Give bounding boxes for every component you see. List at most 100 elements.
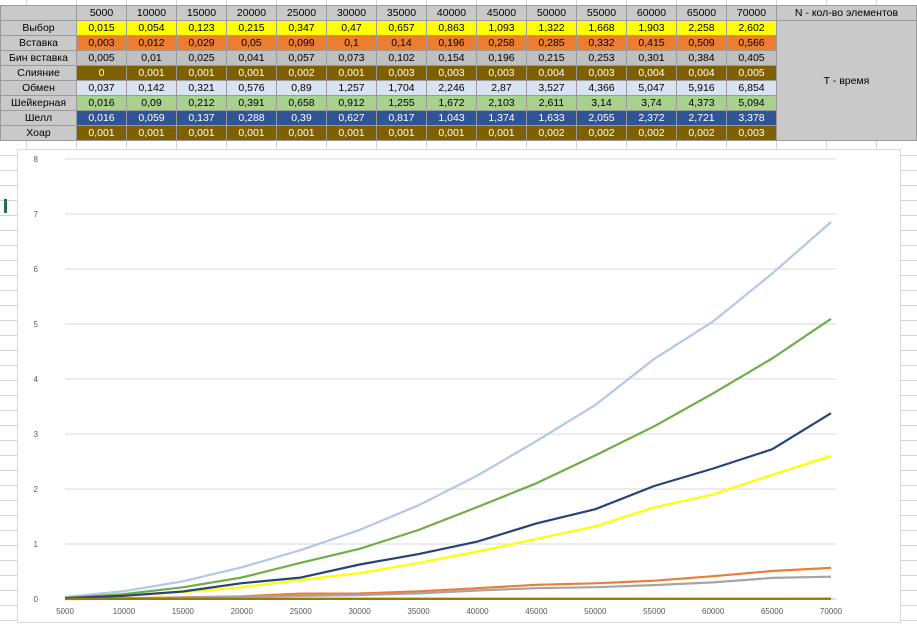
value-cell[interactable]: 0,102 (377, 51, 427, 66)
value-cell[interactable]: 0,025 (177, 51, 227, 66)
value-cell[interactable]: 0,39 (277, 111, 327, 126)
value-cell[interactable]: 5,047 (627, 81, 677, 96)
value-cell[interactable]: 0,002 (527, 126, 577, 141)
value-cell[interactable]: 0,566 (727, 36, 777, 51)
size-header-cell[interactable]: 20000 (227, 6, 277, 21)
value-cell[interactable]: 0,154 (427, 51, 477, 66)
value-cell[interactable]: 1,257 (327, 81, 377, 96)
row-label[interactable]: Слияние (1, 66, 77, 81)
value-cell[interactable]: 0,658 (277, 96, 327, 111)
value-cell[interactable]: 4,373 (677, 96, 727, 111)
value-cell[interactable]: 1,374 (477, 111, 527, 126)
row-label[interactable]: Шелл (1, 111, 77, 126)
value-cell[interactable]: 0,004 (677, 66, 727, 81)
value-cell[interactable]: 0,054 (127, 21, 177, 36)
value-cell[interactable]: 0,627 (327, 111, 377, 126)
row-label[interactable]: Шейкерная (1, 96, 77, 111)
value-cell[interactable]: 0,001 (127, 126, 177, 141)
value-cell[interactable]: 0,212 (177, 96, 227, 111)
size-header-cell[interactable]: 10000 (127, 6, 177, 21)
value-cell[interactable]: 0,001 (177, 126, 227, 141)
size-header-cell[interactable]: 30000 (327, 6, 377, 21)
size-header-cell[interactable]: 40000 (427, 6, 477, 21)
value-cell[interactable]: 0,142 (127, 81, 177, 96)
value-cell[interactable]: 0,002 (577, 126, 627, 141)
value-cell[interactable]: 2,602 (727, 21, 777, 36)
value-cell[interactable]: 0,001 (477, 126, 527, 141)
value-cell[interactable]: 0,012 (127, 36, 177, 51)
value-cell[interactable]: 1,672 (427, 96, 477, 111)
value-cell[interactable]: 0,001 (277, 126, 327, 141)
value-cell[interactable]: 0,384 (677, 51, 727, 66)
value-cell[interactable]: 0,817 (377, 111, 427, 126)
value-cell[interactable]: 0,576 (227, 81, 277, 96)
value-cell[interactable]: 0,073 (327, 51, 377, 66)
size-header-cell[interactable]: 35000 (377, 6, 427, 21)
value-cell[interactable]: 0,405 (727, 51, 777, 66)
size-header-cell[interactable]: 50000 (527, 6, 577, 21)
value-cell[interactable]: 4,366 (577, 81, 627, 96)
value-cell[interactable]: 0,509 (677, 36, 727, 51)
time-label[interactable]: T - время (777, 21, 917, 141)
value-cell[interactable]: 2,87 (477, 81, 527, 96)
value-cell[interactable]: 3,14 (577, 96, 627, 111)
value-cell[interactable]: 0,001 (227, 66, 277, 81)
value-cell[interactable]: 2,372 (627, 111, 677, 126)
value-cell[interactable]: 0,391 (227, 96, 277, 111)
size-header-cell[interactable]: 5000 (77, 6, 127, 21)
value-cell[interactable]: 1,043 (427, 111, 477, 126)
row-label[interactable]: Бин вставка (1, 51, 77, 66)
value-cell[interactable]: 0,89 (277, 81, 327, 96)
value-cell[interactable]: 0,001 (177, 66, 227, 81)
value-cell[interactable]: 3,527 (527, 81, 577, 96)
value-cell[interactable]: 0,016 (77, 111, 127, 126)
value-cell[interactable]: 0,005 (727, 66, 777, 81)
value-cell[interactable]: 0,029 (177, 36, 227, 51)
value-cell[interactable]: 1,093 (477, 21, 527, 36)
value-cell[interactable]: 0,059 (127, 111, 177, 126)
value-cell[interactable]: 0,004 (627, 66, 677, 81)
value-cell[interactable]: 0,332 (577, 36, 627, 51)
value-cell[interactable]: 1,668 (577, 21, 627, 36)
value-cell[interactable]: 3,378 (727, 111, 777, 126)
value-cell[interactable]: 0,002 (677, 126, 727, 141)
size-header-cell[interactable]: 25000 (277, 6, 327, 21)
value-cell[interactable]: 0,016 (77, 96, 127, 111)
row-label[interactable]: Обмен (1, 81, 77, 96)
value-cell[interactable]: 0,253 (577, 51, 627, 66)
value-cell[interactable]: 0,196 (477, 51, 527, 66)
value-cell[interactable]: 2,721 (677, 111, 727, 126)
value-cell[interactable]: 2,258 (677, 21, 727, 36)
n-elements-label[interactable]: N - кол-во элементов (777, 6, 917, 21)
value-cell[interactable]: 0,321 (177, 81, 227, 96)
value-cell[interactable]: 0,037 (77, 81, 127, 96)
value-cell[interactable]: 0,258 (477, 36, 527, 51)
value-cell[interactable]: 1,255 (377, 96, 427, 111)
value-cell[interactable]: 0,001 (327, 126, 377, 141)
value-cell[interactable]: 0,137 (177, 111, 227, 126)
value-cell[interactable]: 2,103 (477, 96, 527, 111)
value-cell[interactable]: 0,002 (627, 126, 677, 141)
value-cell[interactable]: 0,003 (427, 66, 477, 81)
value-cell[interactable]: 0,123 (177, 21, 227, 36)
value-cell[interactable]: 0,47 (327, 21, 377, 36)
row-label[interactable]: Хоар (1, 126, 77, 141)
value-cell[interactable]: 0,347 (277, 21, 327, 36)
size-header-cell[interactable]: 65000 (677, 6, 727, 21)
value-cell[interactable]: 1,633 (527, 111, 577, 126)
value-cell[interactable]: 0,015 (77, 21, 127, 36)
value-cell[interactable]: 0,657 (377, 21, 427, 36)
value-cell[interactable]: 0,301 (627, 51, 677, 66)
value-cell[interactable]: 0,099 (277, 36, 327, 51)
value-cell[interactable]: 6,854 (727, 81, 777, 96)
value-cell[interactable]: 2,246 (427, 81, 477, 96)
value-cell[interactable]: 0,057 (277, 51, 327, 66)
row-label[interactable]: Вставка (1, 36, 77, 51)
value-cell[interactable]: 0,1 (327, 36, 377, 51)
value-cell[interactable]: 0 (77, 66, 127, 81)
value-cell[interactable]: 0,001 (127, 66, 177, 81)
value-cell[interactable]: 0,003 (577, 66, 627, 81)
value-cell[interactable]: 0,003 (77, 36, 127, 51)
value-cell[interactable]: 0,912 (327, 96, 377, 111)
